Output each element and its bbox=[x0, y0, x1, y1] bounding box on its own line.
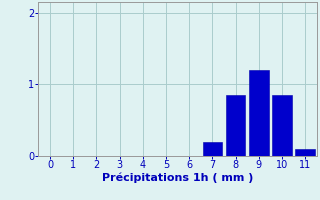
X-axis label: Précipitations 1h ( mm ): Précipitations 1h ( mm ) bbox=[102, 173, 253, 183]
Bar bbox=[272, 95, 292, 156]
Bar bbox=[295, 149, 315, 156]
Bar bbox=[203, 142, 222, 156]
Bar bbox=[226, 95, 245, 156]
Bar bbox=[249, 70, 269, 156]
